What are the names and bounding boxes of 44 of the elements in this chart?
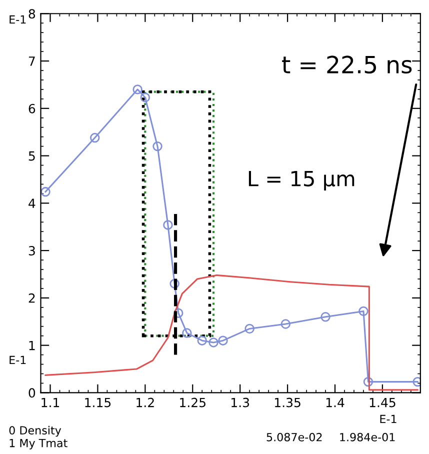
- x-tick-label: 1.1: [42, 398, 60, 408]
- text: E-1: [10, 15, 26, 24]
- x-tick-label: 1.4: [326, 398, 344, 408]
- y-tick-label: 3: [28, 246, 35, 256]
- point: [280, 319, 290, 329]
- y-tick-label: 5: [28, 151, 35, 161]
- point: [363, 376, 374, 387]
- x-tick-label: 1.2: [136, 398, 154, 408]
- annotation: L = 15 µm: [248, 170, 354, 190]
- point: [152, 141, 162, 152]
- text: E-1: [10, 356, 26, 364]
- text: 0 Density: [9, 426, 62, 437]
- point: [163, 220, 173, 230]
- line-series: [44, 274, 418, 391]
- point: [358, 306, 368, 316]
- text: 5.087e-02: [266, 432, 322, 442]
- point: [90, 132, 100, 143]
- y-tick-label: 6: [28, 104, 36, 114]
- text: 1.984e-01: [340, 432, 395, 442]
- y-tick-label: 8: [28, 9, 36, 19]
- x-tick-label: 1.15: [85, 398, 111, 408]
- point: [170, 278, 180, 289]
- point: [182, 328, 192, 338]
- point: [244, 324, 254, 334]
- y-tick-label: 1: [29, 340, 35, 350]
- y-tick-label: 7: [28, 56, 35, 66]
- text: 1 My Tmat: [10, 438, 68, 450]
- x-tick-label: 1.35: [274, 398, 300, 408]
- x-tick-label: 1.3: [232, 398, 250, 408]
- point: [208, 338, 218, 348]
- point: [132, 84, 142, 94]
- point: [197, 336, 207, 346]
- y-tick-label: 2: [28, 293, 35, 303]
- x-tick-label: 1.45: [370, 398, 396, 408]
- y-tick-label: 0: [28, 388, 36, 398]
- x-tick-label: 1.25: [180, 398, 206, 408]
- text: E-1: [380, 414, 396, 424]
- point: [320, 312, 330, 322]
- point: [174, 308, 184, 318]
- y-tick-label: 4: [28, 198, 36, 208]
- point: [40, 186, 50, 197]
- annotation: t = 22.5 ns: [282, 56, 412, 74]
- point: [140, 92, 150, 102]
- point: [218, 336, 228, 346]
